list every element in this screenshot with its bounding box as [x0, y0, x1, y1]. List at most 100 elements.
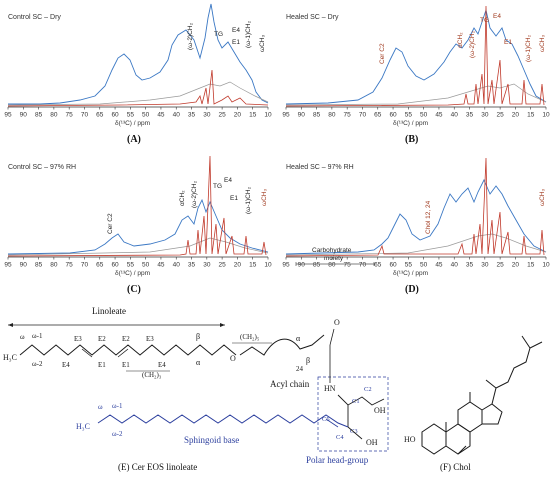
- acyl-chain-label: Acyl chain: [270, 379, 310, 389]
- x-tick-label: 30: [481, 112, 489, 119]
- panel-a-label-omega2: (ω-2)CH₂: [187, 22, 194, 50]
- x-tick-label: 25: [497, 112, 505, 119]
- panel-c-blue-trace: [7, 198, 269, 255]
- panel-c-gray-trace: [7, 237, 269, 256]
- linoleate-chain: [19, 344, 237, 356]
- panel-b-title: Healed SC – Dry: [286, 14, 339, 21]
- x-tick-label: 50: [142, 262, 150, 269]
- panel-c-letter: (C): [127, 284, 141, 295]
- x-tick-label: 55: [127, 112, 135, 119]
- x-tick-label: 95: [282, 112, 290, 119]
- panel-b-blue-trace: [285, 8, 547, 105]
- alpha-acyl: α: [296, 334, 301, 343]
- e3-label-2: E3: [146, 335, 154, 343]
- x-tick-label: 30: [481, 262, 489, 269]
- c3-oh-bond: [347, 426, 363, 440]
- panel-a-label-e1: E1: [232, 39, 240, 46]
- panel-d-letter: (D): [405, 284, 419, 295]
- x-tick-label: 95: [4, 262, 12, 269]
- linoleate-label: Linoleate: [92, 306, 126, 316]
- x-tick-label: 75: [66, 262, 74, 269]
- x-tick-label: 10: [542, 262, 550, 269]
- panel-c-label-alpha: αCH₂: [179, 190, 186, 206]
- sphingo-double-bond: [325, 418, 339, 428]
- x-tick-label: 10: [542, 112, 550, 119]
- carbonyl-bond: [329, 328, 335, 346]
- x-tick-label: 65: [96, 112, 104, 119]
- x-tick-label: 30: [203, 112, 211, 119]
- panel-b-spectrum: 95 90 85 80 75 70 65 60 55 50 45 40 35 30 25 20 15 10 Cer…: [282, 5, 550, 119]
- panel-b-label-omega1: (ω-1)CH₂: [525, 34, 532, 62]
- structure-cer-eos: Linoleate H₃C ω ω-1 ω-2 E3 E2 E2 E3 E4 E…: [3, 306, 389, 465]
- panel-c-label-e4: E4: [224, 177, 232, 184]
- beta-acyl: β: [306, 356, 310, 365]
- panel-b: Healed SC – Dry 95 90 85 80 75 70 65 60 55 50 45 40…: [278, 0, 550, 160]
- x-tick-label: 55: [405, 262, 413, 269]
- h3c-label: H₃C: [3, 353, 17, 362]
- panel-a: Control SC – Dry 95 90 85 80 75 70 65 60 55 50 45 4…: [0, 0, 272, 160]
- x-tick-label: 95: [282, 262, 290, 269]
- panel-a-blue-trace: [8, 3, 269, 105]
- amide-o: O: [334, 318, 340, 327]
- ch2-bottom-label: (CH₂)₃: [142, 371, 162, 379]
- panel-c-label-cerc2: Cer C2: [107, 213, 114, 234]
- oh-top: OH: [374, 406, 386, 415]
- x-tick-label: 20: [512, 112, 520, 119]
- x-tick-label: 60: [111, 262, 119, 269]
- x-tick-label: 70: [359, 262, 367, 269]
- x-tick-label: 85: [35, 112, 43, 119]
- sph-omega1: ω-1: [112, 402, 123, 410]
- x-tick-label: 75: [344, 112, 352, 119]
- panel-b-label-tg: TG: [480, 17, 489, 24]
- x-tick-label: 35: [188, 112, 196, 119]
- x-tick-label: 20: [512, 262, 520, 269]
- e3-label-1: E3: [74, 335, 82, 343]
- omega2-label: ω-2: [32, 360, 43, 368]
- panel-c: Control SC – 97% RH 95 90 85 80 75 70 65 60 55 50…: [0, 150, 272, 310]
- panel-a-label-e4: E4: [232, 27, 240, 34]
- ch2-top-label: (CH₂)₅: [240, 333, 260, 341]
- sphingoid-chain: [97, 414, 349, 428]
- x-tick-label: 90: [298, 112, 306, 119]
- x-tick-label: 20: [234, 112, 242, 119]
- panel-a-label-tg: TG: [214, 31, 223, 38]
- panel-c-red-trace: [7, 155, 267, 257]
- x-tick-label: 10: [264, 112, 272, 119]
- panel-a-title: Control SC – Dry: [8, 14, 61, 21]
- x-tick-label: 40: [451, 112, 459, 119]
- sphingoid-base-label: Sphingoid base: [184, 435, 239, 445]
- x-tick-label: 95: [4, 112, 12, 119]
- double-bond-2: [117, 348, 129, 358]
- hn-label: HN: [324, 384, 336, 393]
- x-tick-label: 85: [313, 262, 321, 269]
- x-tick-label: 40: [173, 262, 181, 269]
- panel-a-red-trace: [7, 69, 269, 107]
- panel-d: Healed SC – 97% RH 95 90 85 80 75 70 65 60 55 50 4…: [278, 150, 550, 310]
- panel-c-label-tg: TG: [213, 183, 222, 190]
- panel-b-label-ch3: ωCH₃: [539, 35, 546, 52]
- chol-ho-label: HO: [404, 435, 416, 444]
- x-tick-label: 15: [527, 262, 535, 269]
- panel-a-gray-trace: [7, 81, 269, 106]
- x-tick-label: 45: [157, 262, 165, 269]
- panel-b-label-omega2: (ω-2)CH₂: [469, 30, 476, 58]
- x-tick-label: 65: [374, 112, 382, 119]
- c2-label: C2: [364, 386, 372, 393]
- omega1-label: ω-1: [32, 332, 43, 340]
- linoleate-arrow-left: [8, 323, 13, 327]
- x-tick-label: 45: [435, 262, 443, 269]
- x-tick-label: 20: [234, 262, 242, 269]
- x-tick-label: 15: [249, 112, 257, 119]
- e1-label-1: E1: [98, 361, 106, 369]
- x-tick-label: 80: [328, 262, 336, 269]
- panel-c-spectrum: 95 90 85 80 75 70 65 60 55 50 45 40 35 30 25 20 15 10 Cer…: [4, 155, 272, 269]
- x-tick-label: 15: [249, 262, 257, 269]
- x-tick-label: 10: [264, 262, 272, 269]
- x-tick-label: 35: [466, 262, 474, 269]
- panel-a-spectrum: 95 90 85 80 75 70 65 60 55 50 45 40 35 30 25 20 15 10 (ω-…: [4, 3, 272, 119]
- oh-bottom: OH: [366, 438, 378, 447]
- x-tick-label: 55: [127, 262, 135, 269]
- x-tick-label: 75: [66, 112, 74, 119]
- panel-a-label-omega1: (ω-1)CH₂: [245, 20, 252, 48]
- steroid-skeleton: [421, 335, 543, 455]
